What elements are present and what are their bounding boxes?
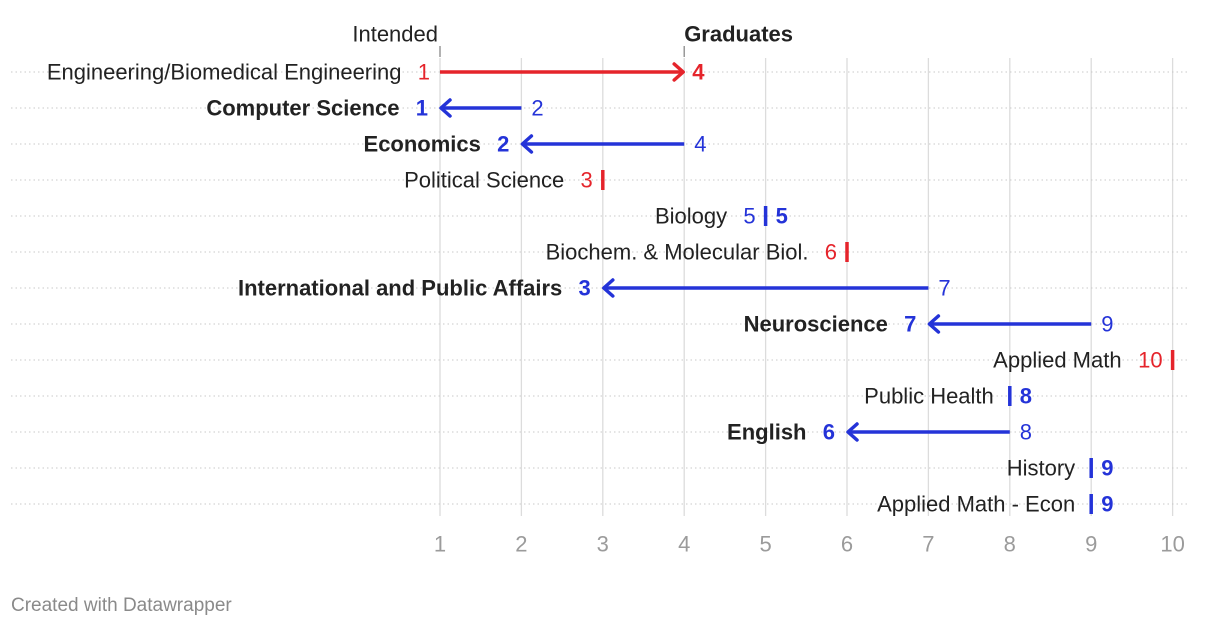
- x-tick-label: 4: [678, 532, 690, 557]
- row-label: Biology: [655, 204, 727, 229]
- arrow-head: [927, 314, 941, 334]
- value-start: 10: [1138, 348, 1162, 373]
- header-graduates: Graduates: [684, 22, 793, 47]
- row-label: Applied Math: [993, 348, 1121, 373]
- row-label: Engineering/Biomedical Engineering: [47, 60, 402, 85]
- x-tick-label: 7: [922, 532, 934, 557]
- value-start: 4: [694, 132, 706, 157]
- value-start: 6: [825, 240, 837, 265]
- row-label: Political Science: [404, 168, 564, 193]
- row-label: English: [727, 420, 806, 445]
- value-start: 8: [1020, 420, 1032, 445]
- value-start: 2: [531, 96, 543, 121]
- value-start: 9: [1101, 312, 1113, 337]
- value-end: 9: [1101, 492, 1113, 517]
- row-label: Economics: [364, 132, 481, 157]
- row-label: History: [1007, 456, 1075, 481]
- value-end: 1: [416, 96, 428, 121]
- row-label: International and Public Affairs: [238, 276, 562, 301]
- arrow-head: [672, 62, 685, 82]
- arrow-head: [846, 422, 859, 442]
- row-label: Computer Science: [206, 96, 399, 121]
- arrow-head: [439, 98, 452, 118]
- row-label: Biochem. & Molecular Biol.: [546, 240, 809, 265]
- value-end: 8: [1020, 384, 1032, 409]
- datawrapper-credit: Created with Datawrapper: [11, 595, 232, 616]
- value-end: 6: [823, 420, 835, 445]
- arrow-chart: Intended Graduates 1 2 3 4 5 6 7 8 9 10 1 4 Engineerin…: [11, 22, 1188, 557]
- value-start: 5: [743, 204, 755, 229]
- x-tick-label: 3: [597, 532, 609, 557]
- value-start: 7: [938, 276, 950, 301]
- row-label: Public Health: [864, 384, 994, 409]
- x-tick-label: 10: [1160, 532, 1184, 557]
- header-intended: Intended: [352, 22, 438, 47]
- x-tick-label: 6: [841, 532, 853, 557]
- value-end: 2: [497, 132, 509, 157]
- x-tick-label: 8: [1004, 532, 1016, 557]
- value-end: 5: [776, 204, 788, 229]
- row-label: Neuroscience: [744, 312, 888, 337]
- value-end: 9: [1101, 456, 1113, 481]
- row-label: Applied Math - Econ: [877, 492, 1075, 517]
- arrow-head: [602, 278, 615, 298]
- value-start: 1: [418, 60, 430, 85]
- value-end: 7: [904, 312, 916, 337]
- value-end: 4: [692, 60, 705, 85]
- x-tick-label: 2: [515, 532, 527, 557]
- value-end: 3: [579, 276, 591, 301]
- x-tick-label: 1: [434, 532, 446, 557]
- x-tick-label: 5: [759, 532, 771, 557]
- arrow-head: [520, 134, 534, 154]
- value-start: 3: [581, 168, 593, 193]
- x-tick-label: 9: [1085, 532, 1097, 557]
